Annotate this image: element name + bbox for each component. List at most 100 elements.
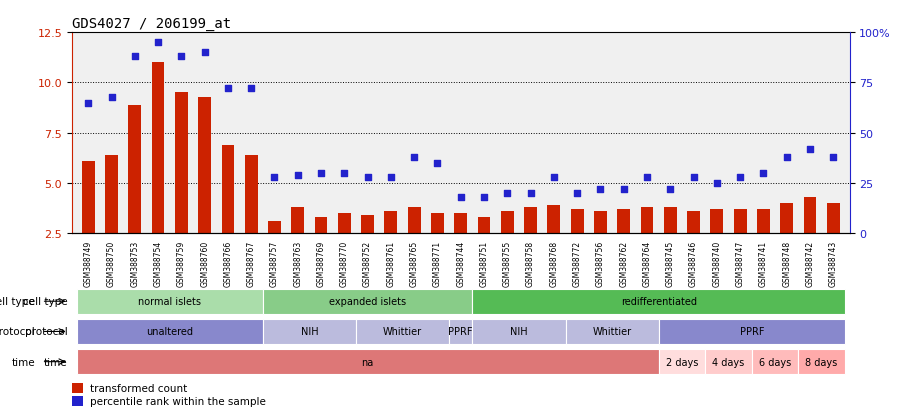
Point: [663, 186, 678, 193]
Point: [803, 146, 817, 153]
Point: [570, 190, 584, 197]
Point: [640, 174, 654, 181]
Bar: [263, 289, 472, 314]
Text: NIH: NIH: [510, 327, 528, 337]
Text: protocol: protocol: [0, 327, 35, 337]
Bar: [804, 198, 816, 234]
Bar: [152, 63, 165, 234]
Point: [756, 170, 770, 177]
Bar: [268, 222, 280, 234]
Point: [617, 186, 631, 193]
Point: [547, 174, 561, 181]
Bar: [105, 155, 118, 234]
Bar: [571, 210, 583, 234]
Bar: [361, 216, 374, 234]
Bar: [827, 204, 840, 234]
Bar: [245, 155, 258, 234]
Point: [244, 86, 258, 93]
Point: [174, 54, 189, 60]
Bar: [547, 206, 560, 234]
Point: [733, 174, 747, 181]
Text: protocol: protocol: [24, 327, 67, 337]
Bar: [687, 212, 700, 234]
Text: time: time: [11, 357, 35, 367]
Point: [523, 190, 538, 197]
Bar: [477, 218, 491, 234]
Text: na: na: [361, 357, 374, 367]
Point: [500, 190, 514, 197]
Point: [431, 160, 445, 167]
Bar: [72, 383, 83, 393]
Bar: [472, 319, 565, 344]
Text: cell type: cell type: [22, 297, 67, 306]
Point: [267, 174, 281, 181]
Bar: [710, 210, 724, 234]
Text: redifferentiated: redifferentiated: [620, 297, 697, 306]
Text: normal islets: normal islets: [138, 297, 201, 306]
Bar: [659, 319, 845, 344]
Point: [453, 195, 467, 201]
Point: [593, 186, 608, 193]
Bar: [659, 349, 705, 375]
Bar: [175, 93, 188, 234]
Bar: [82, 161, 94, 234]
Bar: [356, 319, 450, 344]
Point: [384, 174, 398, 181]
Text: expanded islets: expanded islets: [329, 297, 406, 306]
Point: [686, 174, 700, 181]
Bar: [76, 289, 263, 314]
Point: [104, 94, 119, 101]
Text: transformed count: transformed count: [90, 383, 187, 393]
Point: [151, 40, 165, 46]
Text: 8 days: 8 days: [806, 357, 838, 367]
Bar: [129, 105, 141, 234]
Bar: [72, 396, 83, 406]
Point: [198, 50, 212, 57]
Bar: [408, 208, 421, 234]
Text: PPRF: PPRF: [740, 327, 764, 337]
Bar: [752, 349, 798, 375]
Text: NIH: NIH: [300, 327, 318, 337]
Bar: [454, 214, 467, 234]
Text: 2 days: 2 days: [666, 357, 699, 367]
Bar: [76, 349, 659, 375]
Bar: [798, 349, 845, 375]
Point: [779, 154, 794, 161]
Point: [337, 170, 352, 177]
Text: percentile rank within the sample: percentile rank within the sample: [90, 396, 266, 406]
Bar: [663, 208, 677, 234]
Bar: [757, 210, 770, 234]
Point: [81, 100, 95, 107]
Text: Whittier: Whittier: [592, 327, 632, 337]
Point: [360, 174, 375, 181]
Bar: [450, 319, 472, 344]
Bar: [291, 208, 304, 234]
Bar: [705, 349, 752, 375]
Bar: [385, 212, 397, 234]
Text: 4 days: 4 days: [712, 357, 744, 367]
Text: unaltered: unaltered: [147, 327, 193, 337]
Point: [709, 180, 724, 187]
Bar: [594, 212, 607, 234]
Bar: [565, 319, 659, 344]
Bar: [221, 145, 235, 234]
Bar: [524, 208, 537, 234]
Text: time: time: [44, 357, 67, 367]
Point: [221, 86, 236, 93]
Bar: [641, 208, 654, 234]
Text: 6 days: 6 days: [759, 357, 791, 367]
Point: [314, 170, 328, 177]
Bar: [780, 204, 793, 234]
Point: [476, 195, 491, 201]
Bar: [431, 214, 444, 234]
Bar: [338, 214, 351, 234]
Bar: [472, 289, 845, 314]
Bar: [315, 218, 327, 234]
Point: [290, 172, 305, 179]
Bar: [263, 319, 356, 344]
Text: GDS4027 / 206199_at: GDS4027 / 206199_at: [72, 17, 231, 31]
Point: [826, 154, 841, 161]
Bar: [734, 210, 746, 234]
Bar: [501, 212, 513, 234]
Bar: [76, 319, 263, 344]
